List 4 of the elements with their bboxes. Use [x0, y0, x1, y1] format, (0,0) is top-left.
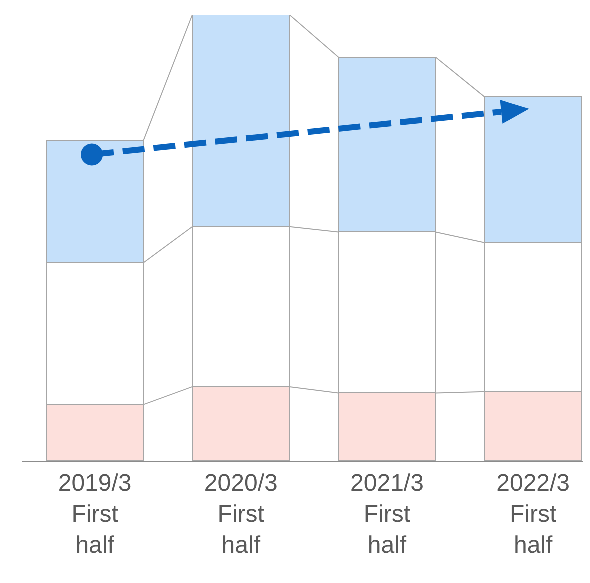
x-tick-label: 2019/3 First half	[58, 470, 132, 560]
x-tick-label: 2020/3 First half	[204, 470, 278, 560]
x-tick-label: 2022/3 First half	[496, 470, 570, 560]
x-tick-label: 2021/3 First half	[350, 470, 424, 560]
